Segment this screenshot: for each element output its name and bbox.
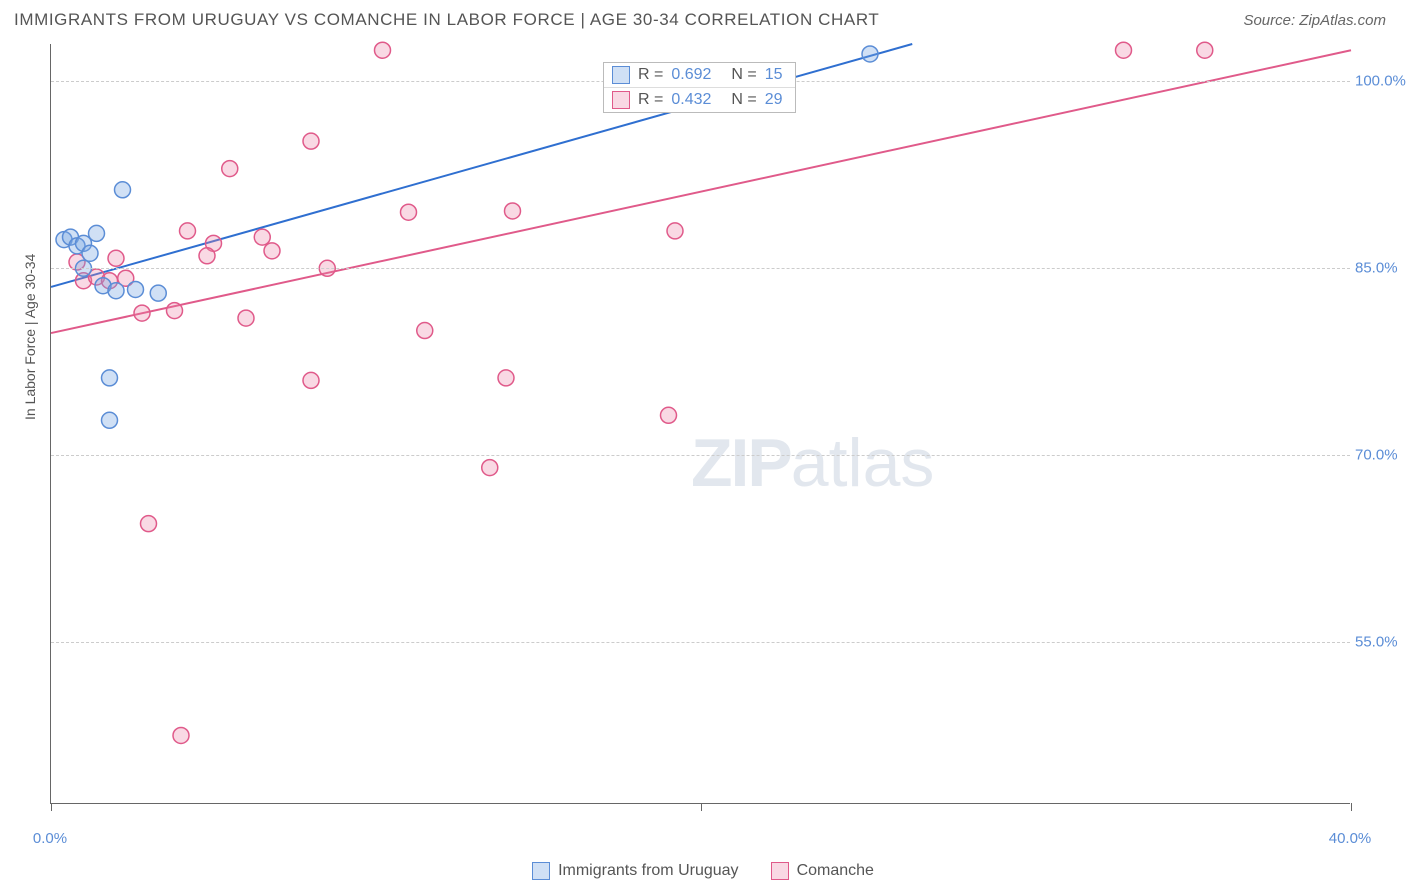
gridline — [51, 455, 1350, 456]
x-tick — [51, 803, 52, 811]
point-uruguay — [82, 245, 98, 261]
point-uruguay — [150, 285, 166, 301]
point-uruguay — [128, 281, 144, 297]
point-comanche — [167, 303, 183, 319]
y-tick-label: 85.0% — [1355, 260, 1406, 277]
point-comanche — [108, 250, 124, 266]
point-comanche — [199, 248, 215, 264]
n-label: N = — [731, 66, 756, 84]
x-tick-label: 0.0% — [33, 830, 67, 847]
legend-item-comanche: Comanche — [771, 862, 874, 880]
point-comanche — [141, 516, 157, 532]
point-uruguay — [862, 46, 878, 62]
point-comanche — [498, 370, 514, 386]
n-label: N = — [731, 91, 756, 109]
point-comanche — [238, 310, 254, 326]
swatch-comanche — [771, 862, 789, 880]
legend-stats: R = 0.692 N = 15 R = 0.432 N = 29 — [603, 62, 796, 113]
point-comanche — [134, 305, 150, 321]
point-comanche — [264, 243, 280, 259]
r-value: 0.692 — [671, 66, 711, 84]
legend-label-comanche: Comanche — [797, 862, 874, 880]
point-uruguay — [89, 225, 105, 241]
point-comanche — [1197, 42, 1213, 58]
point-comanche — [1116, 42, 1132, 58]
y-axis-title: In Labor Force | Age 30-34 — [22, 254, 38, 420]
point-comanche — [417, 323, 433, 339]
plot-svg — [51, 44, 1350, 803]
x-tick-label: 40.0% — [1329, 830, 1372, 847]
point-uruguay — [102, 370, 118, 386]
legend-label-uruguay: Immigrants from Uruguay — [558, 862, 739, 880]
point-comanche — [254, 229, 270, 245]
x-tick — [1351, 803, 1352, 811]
point-comanche — [222, 161, 238, 177]
gridline — [51, 642, 1350, 643]
chart-title: IMMIGRANTS FROM URUGUAY VS COMANCHE IN L… — [14, 10, 879, 30]
swatch-stat — [612, 66, 630, 84]
point-comanche — [401, 204, 417, 220]
n-value: 29 — [765, 91, 783, 109]
swatch-stat — [612, 91, 630, 109]
plot-area: ZIPatlas 100.0%85.0%70.0%55.0%R =0.692N … — [50, 44, 1350, 804]
legend-item-uruguay: Immigrants from Uruguay — [532, 862, 739, 880]
source-label: Source: ZipAtlas.com — [1243, 12, 1386, 29]
point-comanche — [375, 42, 391, 58]
legend-stats-row: R = 0.432 N = 29 — [604, 88, 795, 112]
point-comanche — [173, 727, 189, 743]
legend-bottom: Immigrants from Uruguay Comanche — [0, 862, 1406, 880]
y-tick-label: 70.0% — [1355, 447, 1406, 464]
point-uruguay — [108, 283, 124, 299]
n-value: 15 — [765, 66, 783, 84]
point-comanche — [667, 223, 683, 239]
x-tick — [701, 803, 702, 811]
gridline — [51, 268, 1350, 269]
r-label: R = — [638, 66, 663, 84]
point-uruguay — [102, 412, 118, 428]
y-tick-label: 100.0% — [1355, 73, 1406, 90]
r-label: R = — [638, 91, 663, 109]
chart-header: IMMIGRANTS FROM URUGUAY VS COMANCHE IN L… — [0, 0, 1406, 38]
point-comanche — [303, 133, 319, 149]
point-uruguay — [115, 182, 131, 198]
point-comanche — [303, 372, 319, 388]
r-value: 0.432 — [671, 91, 711, 109]
y-tick-label: 55.0% — [1355, 634, 1406, 651]
point-comanche — [482, 460, 498, 476]
swatch-uruguay — [532, 862, 550, 880]
point-comanche — [661, 407, 677, 423]
legend-stats-row: R = 0.692 N = 15 — [604, 63, 795, 88]
point-comanche — [180, 223, 196, 239]
point-comanche — [505, 203, 521, 219]
